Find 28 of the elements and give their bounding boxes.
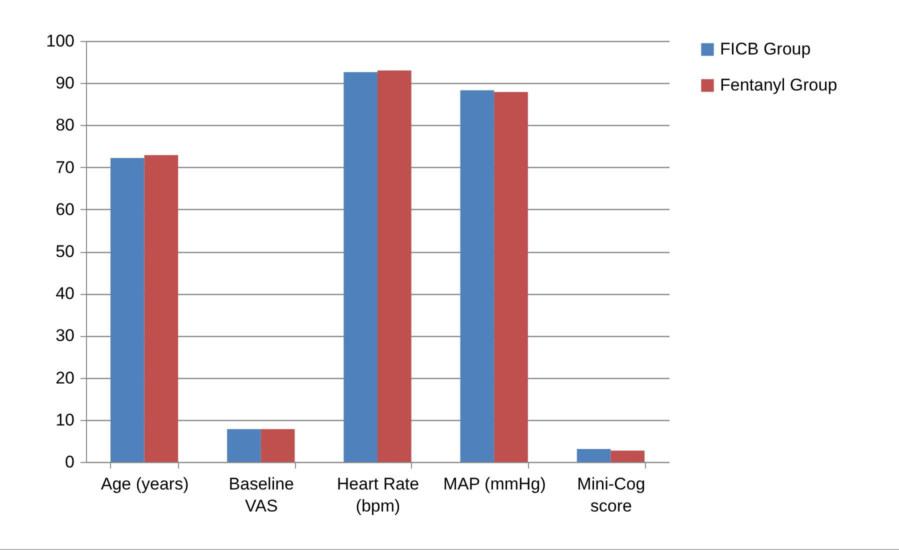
- legend-label: Fentanyl Group: [720, 76, 838, 94]
- bar: [494, 92, 528, 462]
- bar: [144, 155, 178, 462]
- bar: [227, 429, 261, 462]
- bar: [460, 90, 494, 462]
- y-tick-label: 100: [46, 32, 74, 50]
- y-tick-label: 0: [65, 452, 74, 472]
- y-tick-label: 90: [56, 74, 74, 93]
- x-tick-label: Mini-Cog score: [577, 474, 646, 516]
- legend-label: FICB Group: [720, 40, 811, 58]
- y-tick-label: 10: [56, 410, 74, 430]
- bar: [260, 429, 295, 462]
- y-tick-label: 60: [56, 200, 74, 219]
- bar: [378, 70, 412, 462]
- x-tick-label: MAP (mmHg): [443, 474, 546, 494]
- y-tick-label: 50: [56, 242, 74, 261]
- x-tick-label: Baseline VAS: [228, 474, 294, 516]
- bar: [576, 448, 611, 462]
- y-tick-label: 80: [56, 116, 74, 135]
- y-tick-label: 40: [56, 284, 74, 304]
- x-tick-label: Heart Rate (bpm): [336, 474, 420, 516]
- bar: [610, 450, 645, 462]
- y-tick-label: 70: [56, 158, 74, 177]
- y-tick-label: 30: [56, 326, 74, 346]
- y-tick-label: 20: [56, 368, 74, 388]
- x-tick-label: Age (years): [100, 474, 189, 494]
- bar: [344, 72, 378, 462]
- bar: [110, 158, 144, 462]
